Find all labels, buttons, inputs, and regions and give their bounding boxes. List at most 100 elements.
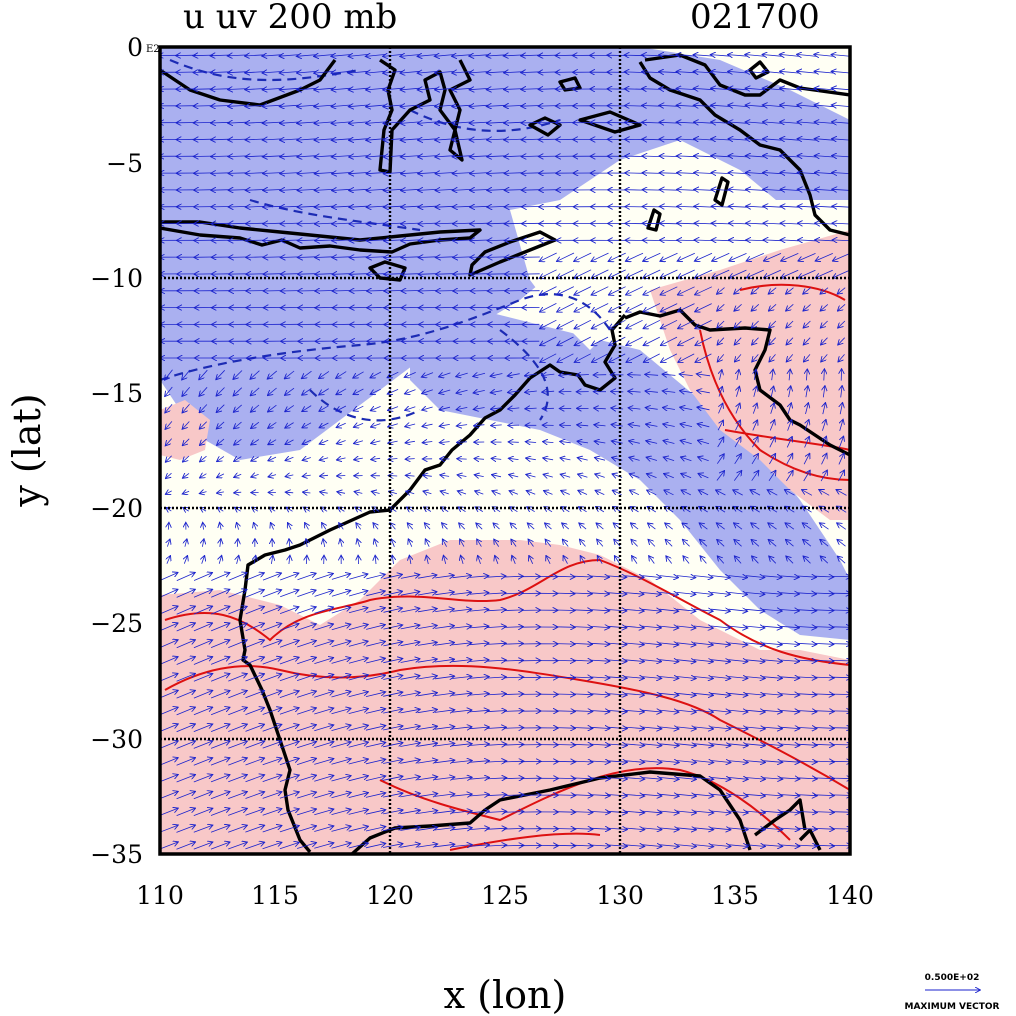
wind-vector (609, 286, 626, 295)
wind-vector (645, 391, 658, 392)
wind-vector (281, 274, 299, 275)
wind-vector (216, 370, 225, 379)
wind-vector (228, 190, 247, 191)
wind-vector (366, 156, 386, 157)
wind-vector (555, 778, 575, 779)
wind-vector (263, 173, 282, 174)
wind-vector (609, 319, 626, 328)
y-axis-label: y (lat) (5, 393, 49, 507)
wind-vector (350, 257, 368, 258)
wind-vector (555, 845, 575, 846)
wind-vector (543, 442, 554, 443)
wind-vector (332, 156, 351, 157)
wind-vector (419, 291, 437, 292)
wind-vector (780, 139, 800, 141)
wind-vector (263, 223, 282, 224)
wind-vector (285, 387, 295, 395)
wind-vector (712, 223, 730, 224)
wind-vector (832, 156, 850, 157)
wind-vector (315, 223, 334, 224)
wind-vector (594, 425, 606, 426)
wind-vector (821, 337, 828, 345)
wind-vector (504, 173, 524, 174)
wind-vector (695, 252, 713, 261)
wind-vector (401, 156, 420, 157)
wind-vector (643, 286, 661, 295)
wind-vector (626, 269, 644, 278)
wind-vector (505, 223, 523, 224)
wind-vector (838, 320, 846, 328)
wind-vector (644, 353, 660, 362)
wind-vector (628, 375, 641, 376)
wind-vector (838, 287, 846, 294)
wind-vector (211, 139, 230, 140)
wind-vector (698, 424, 710, 427)
wind-vector (315, 189, 334, 190)
wind-vector (423, 442, 433, 443)
wind-vector (405, 390, 416, 394)
wind-vector (803, 304, 811, 310)
wind-vector (405, 372, 416, 377)
wind-vector (319, 422, 329, 428)
wind-vector (268, 457, 277, 461)
wind-vector (470, 122, 489, 123)
wind-vector (384, 223, 403, 224)
wind-vector (746, 189, 765, 190)
wind-vector (436, 257, 454, 258)
wind-vector (609, 252, 626, 261)
wind-vector (746, 156, 765, 157)
wind-vector (555, 812, 575, 813)
wind-vector (199, 387, 208, 396)
wind-vector (838, 437, 843, 448)
wind-vector (263, 257, 282, 258)
wind-vector (228, 173, 248, 174)
wind-vector (521, 139, 541, 140)
wind-vector (315, 173, 334, 174)
wind-vector (229, 240, 247, 241)
wind-vector (695, 269, 713, 278)
wind-vector (555, 660, 575, 661)
wind-vector (695, 353, 712, 362)
wind-vector (661, 303, 678, 312)
wind-vector (831, 644, 850, 645)
wind-vector (405, 407, 416, 410)
wind-vector (574, 319, 592, 328)
plot-title-left: u uv 200 mb (183, 0, 397, 37)
wind-vector (555, 795, 575, 796)
wind-vector (678, 303, 695, 312)
wind-vector (677, 223, 696, 224)
wind-vector (436, 223, 454, 224)
wind-vector (366, 122, 386, 124)
wind-vector (575, 336, 591, 345)
y-tick-20: −20 (90, 494, 143, 523)
wind-vector (246, 240, 264, 241)
wind-vector (337, 441, 346, 444)
wind-vector (349, 189, 368, 190)
sulawesi-island (378, 58, 472, 174)
wind-vector (487, 156, 506, 157)
x-tick-135: 135 (711, 881, 759, 910)
wind-vector (525, 408, 537, 409)
wind-vector (505, 206, 523, 207)
wind-vector (280, 189, 299, 190)
wind-vector (728, 139, 748, 140)
wind-vector (199, 369, 208, 379)
wind-vector (250, 370, 260, 379)
wind-vector (504, 190, 523, 191)
wind-vector (315, 240, 333, 241)
wind-vector (746, 240, 765, 241)
wind-vector (525, 391, 537, 392)
wind-vector (629, 441, 640, 443)
wind-vector (820, 304, 829, 310)
wind-vector (769, 437, 775, 448)
wind-vector (436, 240, 454, 241)
new-guinea-coast-2 (644, 53, 850, 97)
wind-vector (245, 122, 265, 123)
wind-vector (350, 291, 368, 292)
wind-vector (717, 420, 723, 431)
wind-vector (555, 829, 575, 830)
wind-vector (752, 354, 759, 361)
wind-vector (660, 252, 678, 261)
wind-vector (820, 287, 829, 294)
wind-vector (302, 370, 312, 378)
